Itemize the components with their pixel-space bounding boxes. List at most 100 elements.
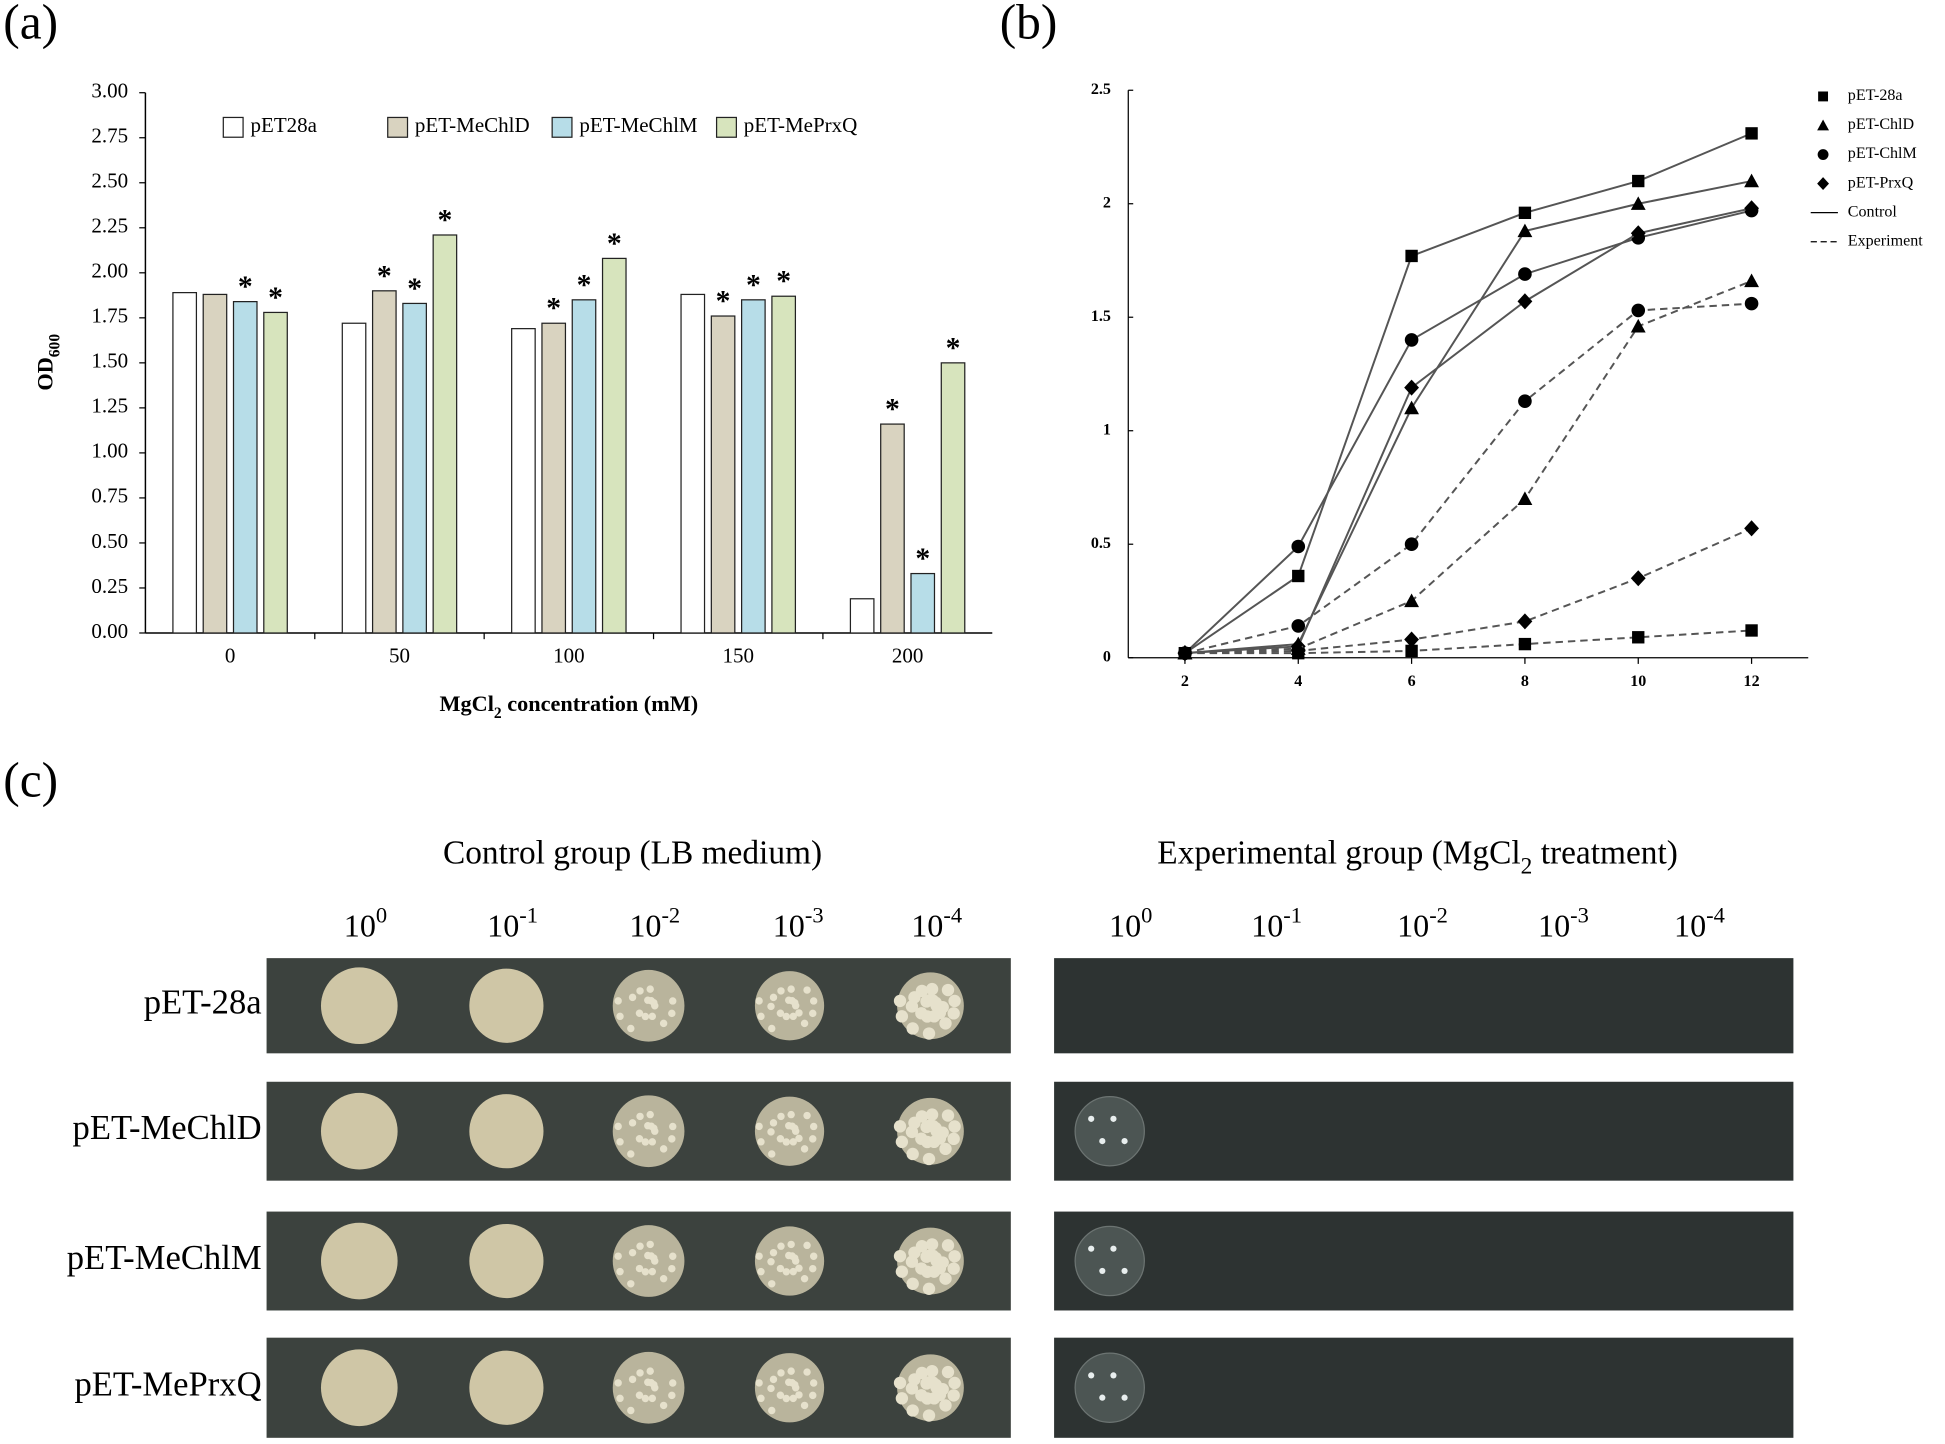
bar <box>571 299 597 634</box>
colony <box>948 1376 961 1390</box>
y-axis-label-part: 600 <box>47 334 64 358</box>
legend-label: pET-28a <box>1848 87 1903 104</box>
legend-marker <box>1817 177 1830 191</box>
colony <box>809 1264 817 1273</box>
colony <box>776 1391 785 1399</box>
colony <box>616 1267 624 1276</box>
colony <box>776 1135 785 1143</box>
colony <box>948 1250 961 1263</box>
colony <box>659 1145 668 1153</box>
y-tick-label: 1.25 <box>91 394 128 418</box>
legend-label: Experiment <box>1848 232 1923 249</box>
data-point <box>1631 303 1646 318</box>
bar <box>341 322 367 634</box>
legend-label: pET-MePrxQ <box>744 113 858 137</box>
data-point <box>1744 273 1759 288</box>
significance-mark: * <box>716 285 731 317</box>
y-axis-label: OD600 <box>33 334 64 391</box>
dilution-label-exp: -1 <box>1283 902 1302 927</box>
colony <box>941 983 955 997</box>
legend-label: pET28a <box>251 113 318 137</box>
colony <box>922 1027 936 1040</box>
colony-spot <box>754 1226 825 1296</box>
series-line <box>1184 132 1752 654</box>
legend-label: pET-ChlM <box>1848 145 1917 162</box>
colony <box>948 1120 961 1133</box>
colony <box>925 982 939 996</box>
significance-mark: * <box>407 273 422 305</box>
colony-spot <box>754 1096 825 1166</box>
colony <box>789 1394 797 1403</box>
colony <box>941 1239 955 1252</box>
colony <box>659 1019 668 1028</box>
colony <box>616 1138 624 1146</box>
x-axis-label-part: MgCl <box>440 691 494 716</box>
colony <box>669 1379 677 1387</box>
series-line <box>1184 207 1752 655</box>
colony-spot <box>612 969 685 1042</box>
colony <box>922 1409 936 1422</box>
data-point <box>1405 249 1418 263</box>
x-tick-label: 2 <box>1181 673 1189 690</box>
x-tick-label: 50 <box>389 644 410 668</box>
legend-swatch <box>715 116 737 138</box>
colony <box>948 994 961 1008</box>
y-tick-label: 3.00 <box>91 79 128 103</box>
colony <box>669 1252 677 1260</box>
plate-photo <box>1054 1337 1794 1438</box>
y-tick-label: 2.5 <box>1091 81 1111 98</box>
dilution-label-exp: -4 <box>943 902 962 927</box>
colony <box>800 1019 809 1028</box>
colony <box>920 1250 933 1263</box>
colony <box>782 1268 791 1276</box>
colony <box>648 1138 656 1146</box>
colony <box>636 987 644 995</box>
colony <box>777 1242 785 1250</box>
y-tick-label: 2.25 <box>91 214 128 238</box>
dilution-label-exp: 0 <box>376 902 387 927</box>
strain-label: pET-MeChlM <box>67 1239 262 1277</box>
bar <box>202 293 228 634</box>
dilution-label-exp: -3 <box>805 902 824 927</box>
colony <box>803 1111 811 1120</box>
colony <box>648 1267 656 1276</box>
group-title-part: 2 <box>1521 854 1533 880</box>
data-point <box>1744 520 1759 537</box>
colony <box>769 1248 778 1257</box>
colony <box>769 1119 778 1127</box>
x-tick-label: 200 <box>892 644 924 668</box>
colony <box>644 996 652 1004</box>
colony <box>809 1009 817 1018</box>
dilution-label-base: 10 <box>1109 908 1141 944</box>
colony <box>809 997 818 1005</box>
colony <box>809 1135 817 1143</box>
colony <box>947 1389 960 1402</box>
bar <box>880 423 905 634</box>
colony <box>947 1132 960 1146</box>
colony <box>669 997 677 1005</box>
bar <box>432 234 458 634</box>
legend-swatch <box>551 116 573 138</box>
colony <box>669 1122 677 1131</box>
colony <box>768 1150 776 1158</box>
colony <box>1099 1138 1106 1145</box>
colony-spot <box>1074 1225 1145 1297</box>
colony <box>616 1394 624 1403</box>
dilution-label: 10-2 <box>629 902 680 944</box>
colony <box>936 1256 949 1269</box>
dilution-label-exp: -2 <box>1429 902 1448 927</box>
colony-spot <box>469 1223 544 1299</box>
colony <box>906 1404 919 1417</box>
data-point <box>1744 296 1759 311</box>
data-point <box>1404 400 1420 415</box>
colony <box>906 1147 919 1161</box>
y-tick-label: 1.00 <box>91 439 128 463</box>
colony-spot <box>469 1350 544 1425</box>
colony <box>925 1238 939 1251</box>
colony <box>767 1002 775 1011</box>
colony <box>648 1394 656 1403</box>
colony <box>628 1119 637 1127</box>
y-tick-label: 2 <box>1103 194 1111 211</box>
data-point <box>1405 644 1418 658</box>
colony <box>936 1126 949 1139</box>
